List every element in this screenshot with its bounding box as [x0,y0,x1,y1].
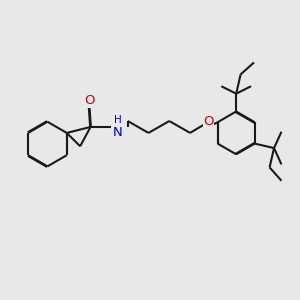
Text: O: O [203,115,214,128]
Text: H: H [114,116,122,125]
Text: O: O [84,94,94,107]
Text: N: N [113,126,123,139]
